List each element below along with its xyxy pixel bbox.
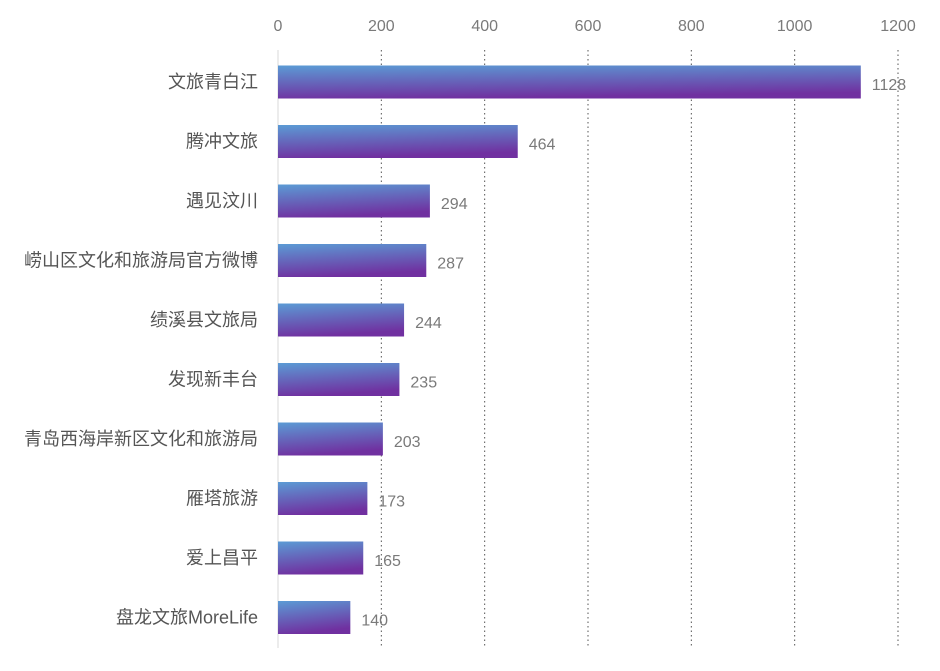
x-tick-label: 600 [575, 18, 602, 35]
data-label: 165 [374, 553, 401, 570]
data-label: 294 [441, 196, 468, 213]
bar [278, 601, 351, 634]
category-label: 腾冲文旅 [186, 132, 258, 152]
x-tick-label: 1200 [880, 18, 916, 35]
x-axis-ticks: 0 200 400 600 800 1000 1200 [274, 18, 916, 35]
data-label: 235 [410, 375, 437, 392]
category-labels: 文旅青白江腾冲文旅遇见汶川崂山区文化和旅游局官方微博绩溪县文旅局发现新丰台青岛西… [24, 72, 258, 628]
category-label: 绩溪县文旅局 [150, 310, 258, 330]
bar [278, 244, 427, 277]
x-tick-label: 800 [678, 18, 705, 35]
category-label: 盘龙文旅MoreLife [116, 608, 258, 628]
category-label: 崂山区文化和旅游局官方微博 [24, 251, 258, 271]
data-label: 244 [415, 315, 442, 332]
bar [278, 541, 364, 575]
bar [278, 125, 518, 158]
data-label: 464 [529, 137, 556, 154]
bar [278, 184, 430, 218]
bar [278, 482, 368, 515]
bar [278, 422, 383, 456]
bar [278, 363, 400, 396]
category-label: 文旅青白江 [168, 72, 258, 92]
bar [278, 303, 405, 337]
data-label: 287 [437, 256, 464, 273]
data-label: 140 [361, 613, 388, 630]
category-label: 发现新丰台 [168, 370, 258, 390]
x-tick-label: 0 [274, 18, 283, 35]
category-label: 遇见汶川 [186, 191, 258, 211]
value-labels: 1128 464 294 287 244 235 203 173 165 140 [361, 77, 906, 630]
data-label: 173 [378, 494, 405, 511]
category-label: 雁塔旅游 [186, 489, 258, 509]
x-tick-label: 1000 [777, 18, 813, 35]
category-label: 爱上昌平 [186, 548, 258, 568]
x-tick-label: 400 [471, 18, 498, 35]
data-label: 203 [394, 434, 421, 451]
bars [278, 65, 861, 634]
category-label: 青岛西海岸新区文化和旅游局 [24, 429, 258, 449]
data-label: 1128 [872, 77, 907, 94]
bar [278, 65, 861, 99]
x-tick-label: 200 [368, 18, 395, 35]
